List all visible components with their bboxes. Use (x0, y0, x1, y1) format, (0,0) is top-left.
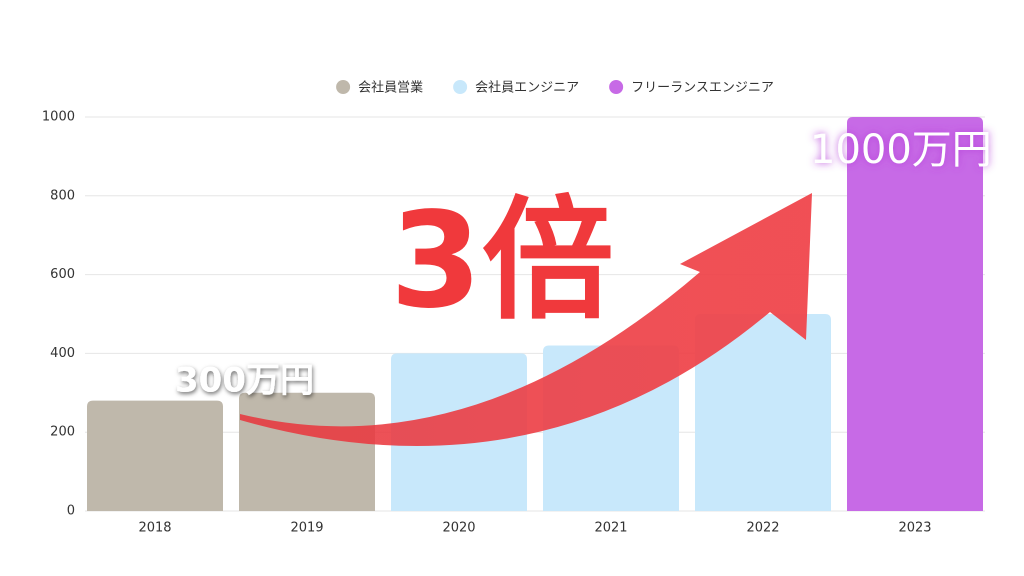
annotation: 3倍 (390, 184, 614, 338)
legend-label: フリーランスエンジニア (631, 81, 774, 96)
legend-item: フリーランスエンジニア (609, 80, 774, 96)
x-tick-label: 2018 (138, 521, 171, 536)
legend-label: 会社員営業 (358, 80, 423, 96)
y-tick-label: 200 (50, 425, 75, 440)
bar (87, 400, 223, 511)
legend-swatch (609, 80, 624, 94)
bar (847, 117, 983, 511)
x-tick-label: 2023 (898, 521, 931, 536)
y-tick-label: 800 (50, 188, 75, 203)
legend-swatch (453, 80, 468, 94)
x-tick-label: 2022 (746, 521, 779, 536)
legend-item: 会社員営業 (336, 80, 423, 96)
legend-swatch (336, 80, 351, 94)
legend-item: 会社員エンジニア (453, 80, 579, 96)
x-tick-label: 2020 (442, 521, 475, 536)
bar (239, 392, 375, 511)
bar (695, 314, 831, 511)
legend-label: 会社員エンジニア (475, 80, 579, 96)
annotations: 3倍 300万円 1000万円 (175, 127, 992, 401)
x-tick-label: 2019 (290, 521, 323, 536)
annotation: 300万円 (175, 361, 314, 401)
y-tick-label: 600 (50, 267, 75, 282)
grid: 0 200 400 600 800 1000 2018 2019 2020 2021 2022 202… (42, 110, 985, 536)
y-tick-label: 400 (50, 346, 75, 361)
y-tick-label: 1000 (42, 110, 75, 125)
growth-arrow (240, 193, 812, 446)
legend: 会社員営業 会社員エンジニア フリーランスエンジニア (336, 80, 774, 96)
annotation: 1000万円 (810, 127, 992, 173)
y-tick-label: 0 (67, 504, 75, 519)
x-tick-label: 2021 (594, 521, 627, 536)
